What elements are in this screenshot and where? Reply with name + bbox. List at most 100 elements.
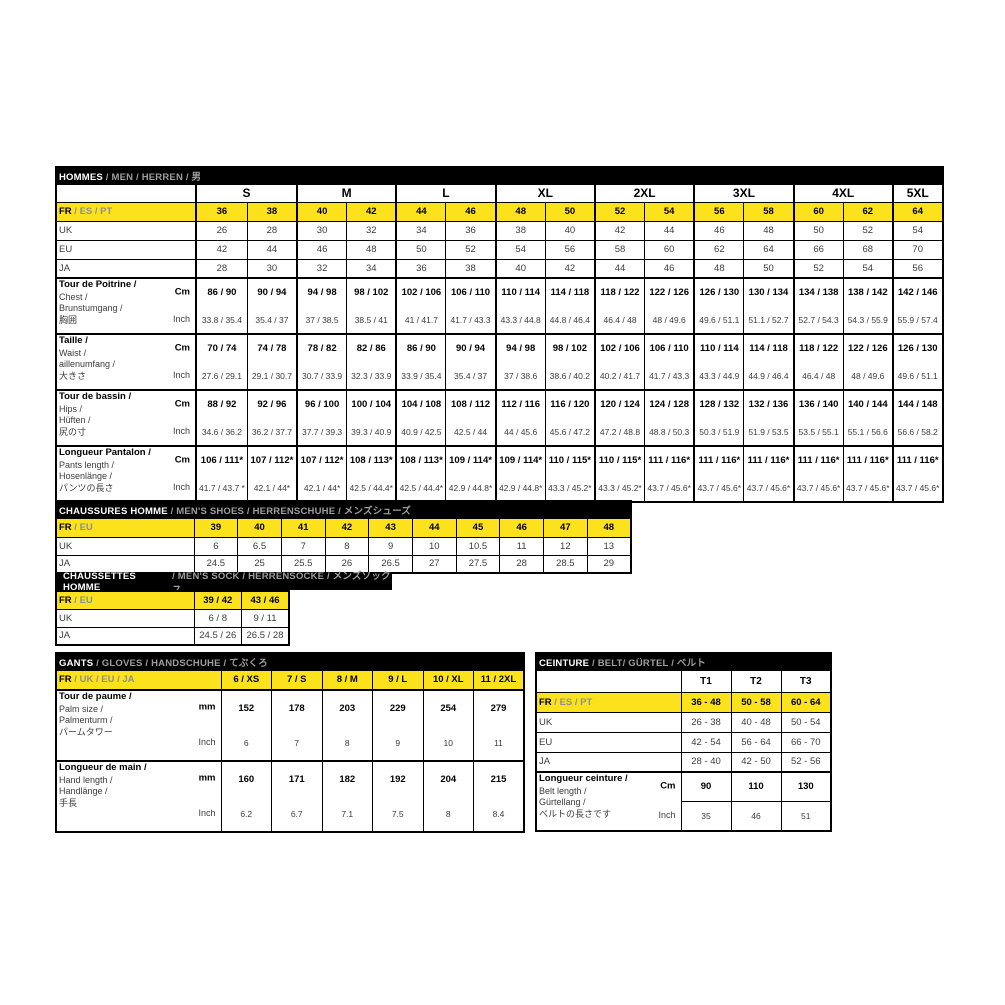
measure-value-primary: 192 bbox=[372, 760, 424, 797]
measure-value-secondary: 6.2 bbox=[220, 797, 272, 833]
conversion-row: UK 26 - 38 40 - 48 50 - 54 bbox=[535, 711, 832, 733]
measure-value-primary: 102 / 106 bbox=[593, 333, 646, 362]
measure-value-primary: 78 / 82 bbox=[296, 333, 348, 362]
size-group-cell: 4XL bbox=[792, 183, 894, 203]
label-rest: / EU bbox=[71, 594, 93, 606]
measure-value-secondary: 6.7 bbox=[271, 797, 323, 833]
measure-name-translation: Handlänge / bbox=[59, 786, 108, 797]
conversion-value-cell: 44 bbox=[644, 220, 695, 241]
conversion-value-cell: 28 bbox=[194, 258, 248, 279]
measure-value-primary: 110 / 114 bbox=[494, 277, 546, 306]
section-title-belt: CEINTURE / BELT/ GÜRTEL / ベルト bbox=[535, 652, 832, 671]
measure-value-primary: 138 / 142 bbox=[842, 277, 894, 306]
measure-name-translation: Hüften / bbox=[59, 415, 91, 426]
conversion-value-cell: 27.5 bbox=[455, 554, 501, 574]
measure-value-secondary: 44.9 / 46.4 bbox=[743, 362, 795, 391]
label-strong: GANTS bbox=[59, 657, 94, 669]
men-sizes-table: HOMMES / MEN / HERREN / 男 S M L XL 2XL 3XL 4XL 5… bbox=[55, 166, 944, 503]
conversion-value-cell: 30 bbox=[246, 258, 298, 279]
measure-name: Longueur Pantalon / bbox=[59, 447, 151, 458]
measure-value-secondary: 50.3 / 51.9 bbox=[693, 418, 745, 447]
conversion-value-cell: 52 bbox=[792, 258, 844, 279]
size-group-cell: L bbox=[395, 183, 497, 203]
conversion-value-cell: 46 bbox=[296, 239, 348, 260]
measure-name-translation: Palmenturm / bbox=[59, 715, 113, 726]
measure-label: Tour de bassin / Hips / Hüften / 尻の寸 Cm Inch bbox=[55, 389, 197, 447]
measure-value-primary: 74 / 78 bbox=[246, 333, 298, 362]
conversion-value-cell: 28 bbox=[246, 220, 298, 241]
conversion-value-cell: 34 bbox=[395, 220, 447, 241]
fr-size-cell: 36 - 48 bbox=[680, 691, 732, 713]
fr-size-cell: 8 / M bbox=[321, 669, 373, 691]
measure-value-primary: 100 / 104 bbox=[346, 389, 397, 418]
measure-value-primary: 111 / 116* bbox=[792, 445, 844, 474]
conversion-row: UK 26 28 30 32 34 36 38 40 42 44 46 48 50 52 54 bbox=[55, 220, 944, 241]
measure-value-secondary: 52.7 / 54.3 bbox=[792, 306, 844, 335]
measure-name: Taille / bbox=[59, 335, 88, 346]
measure-row-secondary: 34.6 / 36.2 36.2 / 37.7 37.7 / 39.3 39.3 / … bbox=[56, 418, 944, 447]
section-gloves: GANTS / GLOVES / HANDSCHUHE / てぶくろ FR / U… bbox=[55, 652, 525, 833]
measure-value-primary: 96 / 100 bbox=[296, 389, 348, 418]
measure-value-secondary: 53.5 / 55.1 bbox=[792, 418, 844, 447]
measure-value-secondary: 43.3 / 44.9 bbox=[693, 362, 745, 391]
measure-value-secondary: 43.3 / 44.8 bbox=[494, 306, 546, 335]
fr-size-row-label: FR / ES / PT bbox=[55, 201, 197, 222]
unit-primary: Cm bbox=[174, 454, 190, 466]
measure-row-secondary: 41.7 / 43.7 * 42.1 / 44* 42.1 / 44* 42.5 / … bbox=[56, 474, 944, 503]
conversion-value-cell: 6.5 bbox=[237, 536, 282, 556]
conversion-row-label: JA bbox=[535, 751, 682, 773]
conversion-value-cell: 11 bbox=[499, 536, 544, 556]
gloves-table: GANTS / GLOVES / HANDSCHUHE / てぶくろ FR / U… bbox=[55, 652, 525, 833]
group-lead-cell bbox=[535, 669, 682, 693]
fr-size-cell: 60 - 64 bbox=[780, 691, 832, 713]
conversion-value-cell: 7 bbox=[280, 536, 326, 556]
measure-name-translation: Hosenlänge / bbox=[59, 471, 113, 482]
fr-size-cell: 60 bbox=[792, 201, 844, 222]
measure-value-secondary: 41.7 / 43.3 bbox=[644, 362, 695, 391]
measure-value-secondary: 47.2 / 48.8 bbox=[593, 418, 646, 447]
measure-name: Tour de paume / bbox=[59, 691, 132, 702]
measure-value-secondary: 42.1 / 44* bbox=[246, 474, 298, 503]
section-title-socks: CHAUSSETTES HOMME / MEN'S SOCK / HERRENS… bbox=[55, 571, 392, 596]
measure-name-translation: Gürtellang / bbox=[539, 797, 586, 808]
conversion-value-cell: 52 bbox=[445, 239, 497, 260]
label-strong: CHAUSSURES HOMME bbox=[59, 505, 168, 517]
conversion-row-label: UK bbox=[55, 608, 195, 628]
belt-size-group-row: T1 T2 T3 bbox=[535, 669, 832, 693]
measure-value-secondary: 11 bbox=[473, 726, 525, 762]
fr-size-cell: 62 bbox=[842, 201, 894, 222]
conversion-row-label: UK bbox=[535, 711, 682, 733]
fr-size-row: FR / ES / PT 36 - 48 50 - 58 60 - 64 bbox=[535, 691, 832, 713]
fr-size-cell: 48 bbox=[494, 201, 546, 222]
fr-size-cell: 45 bbox=[455, 517, 501, 538]
fr-size-cell: 46 bbox=[499, 517, 544, 538]
conversion-row: JA 24.5 / 26 26.5 / 28 bbox=[55, 626, 290, 646]
conversion-value-cell: 58 bbox=[593, 239, 646, 260]
conversion-value-cell: 60 bbox=[644, 239, 695, 260]
measure-value-secondary: 35 bbox=[680, 800, 732, 832]
fr-size-row-label: FR / EU bbox=[55, 590, 195, 610]
measure-value-primary: 114 / 118 bbox=[544, 277, 596, 306]
measure-value-secondary: 51.1 / 52.7 bbox=[743, 306, 795, 335]
measure-value-secondary: 37 / 38.6 bbox=[494, 362, 546, 391]
measure-value-secondary: 42.1 / 44* bbox=[296, 474, 348, 503]
conversion-value-cell: 32 bbox=[296, 258, 348, 279]
belt-size-group-cell: T3 bbox=[780, 669, 832, 693]
measure-value-primary: 94 / 98 bbox=[296, 277, 348, 306]
measure-value-primary: 111 / 116* bbox=[842, 445, 894, 474]
conversion-value-cell: 42 - 54 bbox=[680, 731, 732, 753]
section-title-shoes: CHAUSSURES HOMME / MEN'S SHOES / HERRENS… bbox=[55, 500, 632, 519]
measure-value-primary: 112 / 116 bbox=[494, 389, 546, 418]
size-group-row: S M L XL 2XL 3XL 4XL 5XL bbox=[55, 183, 944, 203]
measure-value-secondary: 35.4 / 37 bbox=[445, 362, 497, 391]
measure-value-primary: 203 bbox=[321, 689, 373, 726]
measure-value-secondary: 43.7 / 45.6* bbox=[693, 474, 745, 503]
conversion-value-cell: 68 bbox=[842, 239, 894, 260]
conversion-value-cell: 48 bbox=[693, 258, 745, 279]
conversion-value-cell: 9 bbox=[368, 536, 413, 556]
conversion-value-cell: 24.5 / 26 bbox=[193, 626, 242, 646]
fr-size-cell: 54 bbox=[644, 201, 695, 222]
